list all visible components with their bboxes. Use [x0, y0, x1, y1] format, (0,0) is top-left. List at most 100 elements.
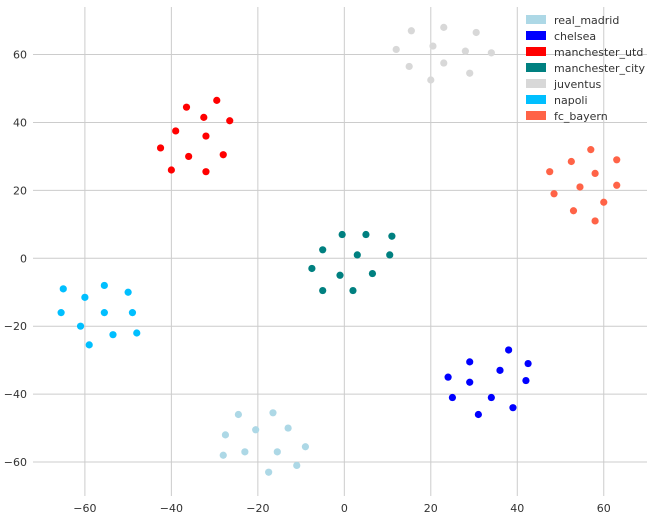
data-point	[182, 103, 191, 111]
data-point	[505, 346, 513, 354]
data-point	[133, 329, 141, 337]
y-tick-label: −40	[4, 388, 27, 401]
y-tick-label: 40	[13, 116, 27, 129]
y-tick-labels: −60 −40 −20 0 20 40 60	[4, 49, 27, 470]
data-point	[576, 183, 584, 191]
data-point	[59, 285, 67, 293]
data-point	[319, 246, 327, 254]
legend-swatch	[526, 79, 546, 88]
y-tick-label: 20	[13, 184, 27, 197]
data-point	[362, 230, 370, 239]
data-point	[591, 169, 599, 177]
data-point	[109, 331, 117, 339]
data-point	[444, 373, 452, 381]
data-point	[252, 426, 260, 434]
y-tick-label: 60	[13, 49, 27, 62]
data-point	[496, 366, 504, 374]
data-point	[241, 448, 249, 456]
data-point	[76, 322, 85, 330]
series-juventus	[392, 23, 495, 84]
series-manchester-utd	[156, 96, 234, 176]
data-point	[587, 146, 595, 154]
data-point	[386, 251, 394, 259]
x-tick-label: −40	[160, 502, 183, 515]
data-point	[466, 69, 474, 77]
data-point	[353, 251, 361, 259]
data-point	[448, 393, 457, 402]
legend-label: fc_bayern	[554, 110, 608, 123]
data-point	[202, 132, 210, 140]
x-tick-label: −20	[246, 502, 269, 515]
legend-swatch	[526, 31, 546, 40]
data-point	[293, 461, 301, 470]
data-point	[487, 393, 495, 402]
data-point	[338, 230, 346, 239]
data-point	[308, 264, 316, 273]
series-fc-bayern	[546, 146, 621, 225]
data-point	[613, 156, 621, 164]
data-point	[219, 451, 227, 459]
data-point	[472, 28, 480, 37]
grid	[33, 7, 647, 496]
data-point	[81, 293, 89, 301]
x-tick-label: 20	[424, 502, 438, 515]
y-tick-label: 0	[20, 252, 27, 265]
x-tick-label: 60	[597, 502, 611, 515]
data-point	[172, 127, 180, 135]
legend-label: manchester_city	[554, 62, 645, 75]
data-point	[591, 217, 599, 225]
data-point	[368, 269, 377, 278]
data-point	[301, 443, 310, 451]
data-point	[200, 113, 208, 121]
data-point	[349, 286, 357, 295]
legend-swatch	[526, 95, 546, 104]
data-point	[522, 376, 530, 385]
data-point	[221, 431, 230, 439]
data-point	[388, 232, 396, 240]
data-point	[546, 168, 554, 176]
y-tick-label: −60	[4, 456, 27, 469]
legend-swatch	[526, 47, 546, 56]
data-point	[600, 198, 608, 206]
data-point	[226, 117, 234, 125]
data-point	[167, 166, 175, 174]
data-point	[202, 168, 210, 176]
legend-label: napoli	[554, 94, 588, 107]
data-point	[509, 404, 517, 412]
data-point	[613, 181, 621, 189]
x-tick-label: 0	[341, 502, 348, 515]
data-point	[429, 42, 437, 50]
data-point	[185, 152, 193, 161]
series-manchester-city	[308, 230, 396, 295]
data-point	[100, 281, 108, 290]
data-point	[567, 157, 575, 166]
data-point	[427, 76, 435, 84]
data-point	[524, 359, 532, 368]
data-point	[284, 424, 292, 432]
data-point	[128, 309, 137, 317]
data-point	[405, 62, 413, 71]
data-point	[440, 23, 448, 31]
data-point	[392, 45, 400, 54]
legend-label: chelsea	[554, 30, 596, 43]
x-tick-labels: −60 −40 −20 0 20 40 60	[73, 502, 610, 515]
data-point	[461, 47, 469, 55]
series-chelsea	[444, 346, 532, 419]
data-point	[273, 448, 281, 456]
data-point	[569, 207, 578, 215]
data-point	[85, 341, 93, 349]
series-real-madrid	[219, 409, 310, 476]
legend-swatch	[526, 63, 546, 72]
data-point	[466, 378, 474, 386]
data-point	[487, 49, 495, 57]
data-point	[100, 309, 108, 317]
data-point	[213, 96, 221, 104]
series-napoli	[57, 281, 141, 349]
x-tick-label: −60	[73, 502, 96, 515]
data-point	[124, 288, 132, 296]
data-point	[550, 190, 558, 198]
data-point	[265, 468, 273, 476]
data-point	[234, 410, 242, 419]
